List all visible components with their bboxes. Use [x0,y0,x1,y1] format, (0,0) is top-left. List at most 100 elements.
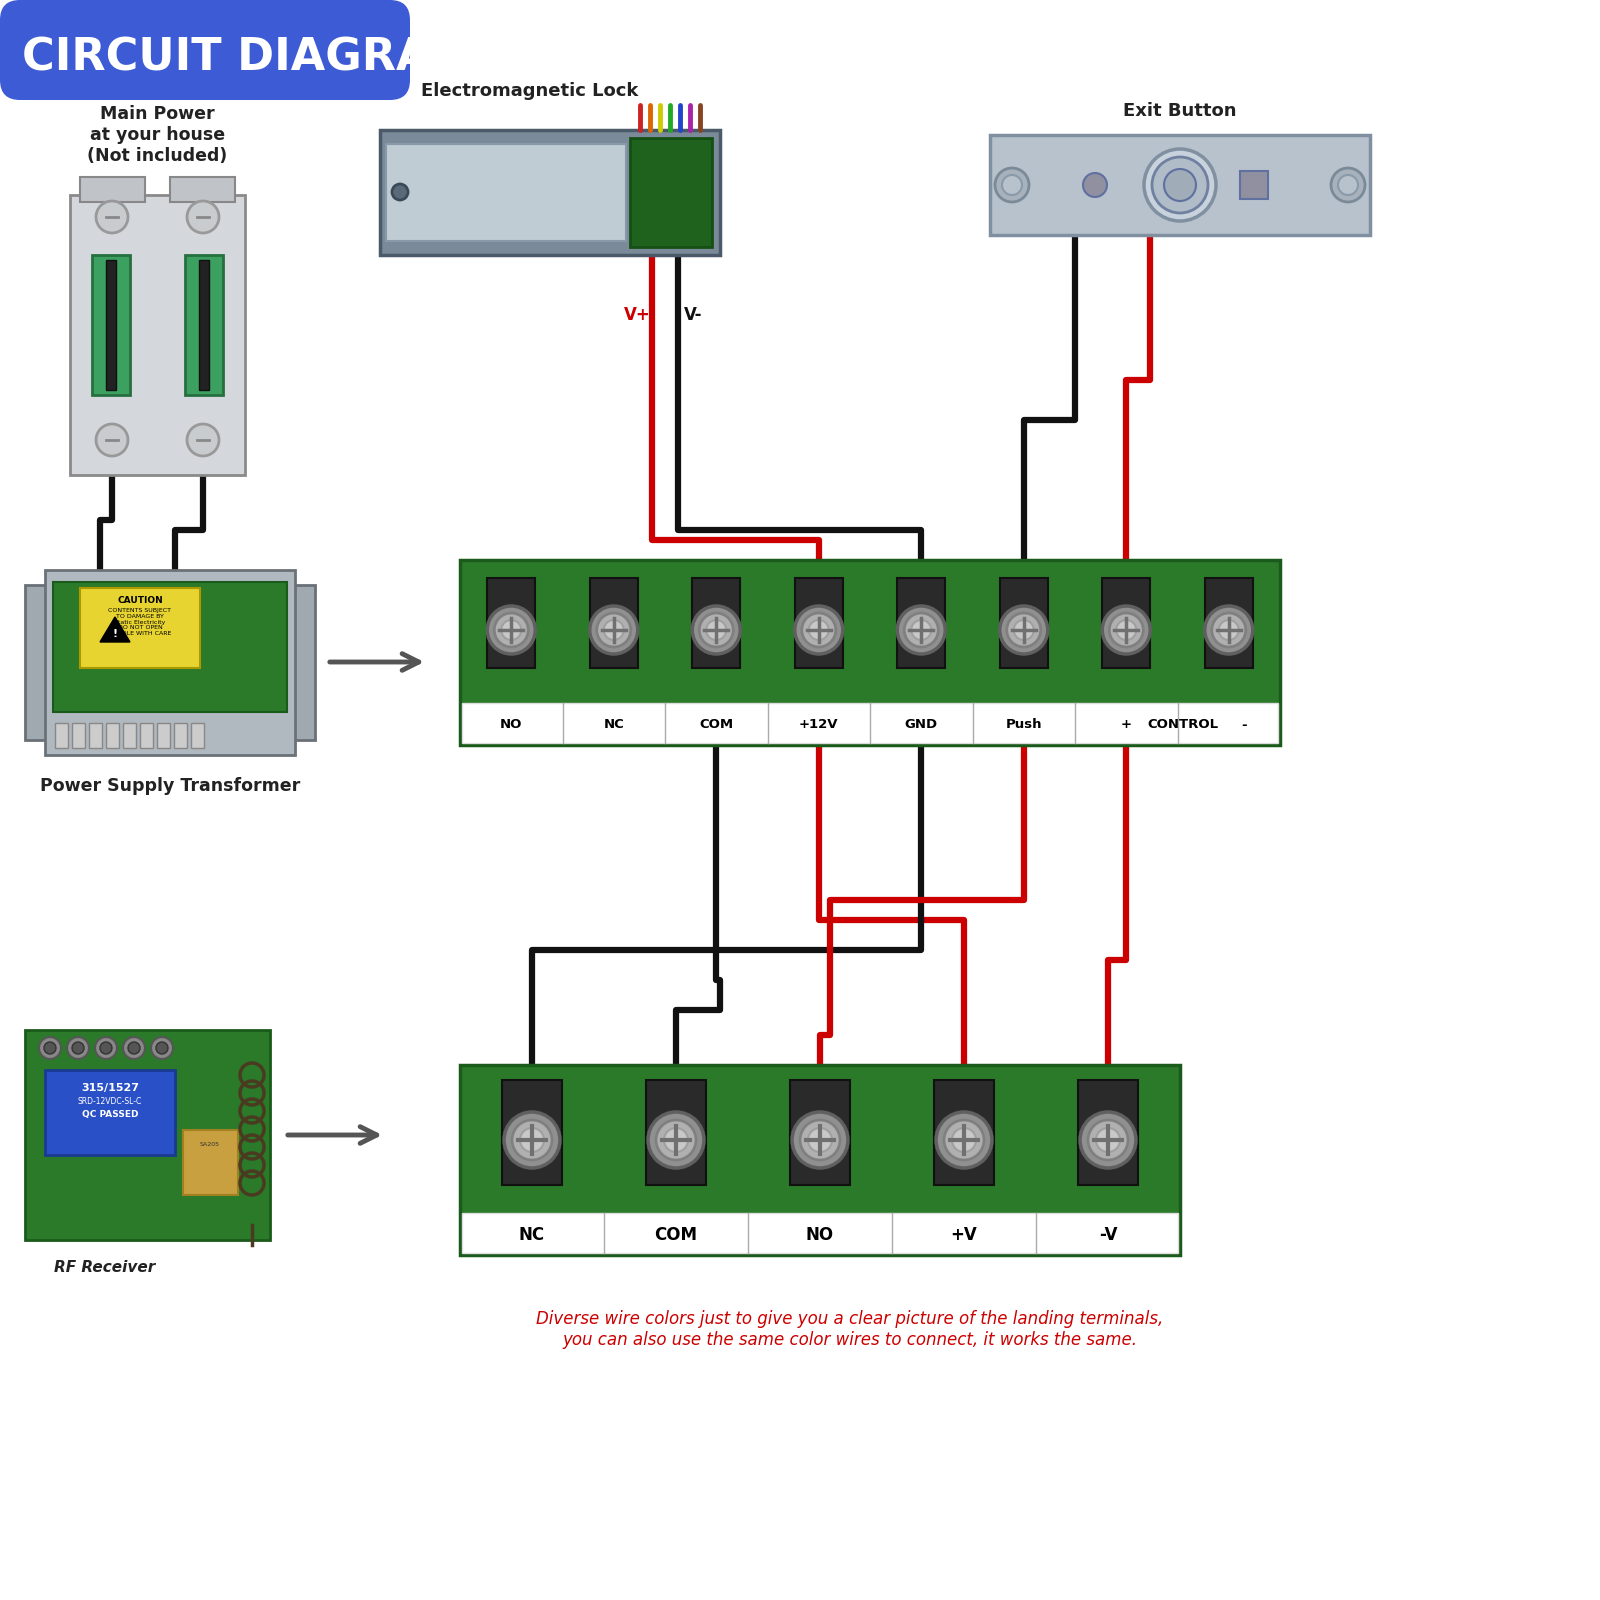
Text: 315/1527: 315/1527 [82,1083,139,1093]
Circle shape [1002,174,1022,195]
Circle shape [664,1128,688,1152]
Bar [646,1080,706,1186]
Bar [186,254,222,395]
Circle shape [1338,174,1358,195]
Circle shape [72,1042,83,1054]
Circle shape [94,1037,117,1059]
Bar [123,723,136,749]
Bar [795,578,843,669]
Circle shape [504,1112,560,1168]
Circle shape [1152,157,1208,213]
Text: RF Receiver: RF Receiver [54,1261,155,1275]
Circle shape [944,1120,984,1160]
Circle shape [1165,170,1197,202]
Text: COM: COM [654,1226,698,1245]
Text: GND: GND [904,718,938,731]
Circle shape [706,619,726,640]
Circle shape [795,606,843,654]
Circle shape [1096,1128,1120,1152]
Bar [293,586,315,739]
Text: SRD-12VDC-SL-C: SRD-12VDC-SL-C [78,1098,142,1107]
Circle shape [187,202,219,234]
Bar [1205,578,1253,669]
Bar [462,1213,1178,1253]
Circle shape [128,1042,141,1054]
Bar [90,723,102,749]
Bar [693,578,741,669]
Circle shape [488,606,536,654]
Circle shape [494,613,528,646]
Text: CIRCUIT DIAGRAM: CIRCUIT DIAGRAM [22,37,475,80]
Text: CONTENTS SUBJECT
TO DAMAGE BY
Static Electricity
DO NOT OPEN
HANDLE WITH CARE: CONTENTS SUBJECT TO DAMAGE BY Static Ele… [109,608,171,637]
Circle shape [96,424,128,456]
Bar [386,144,626,242]
Bar [182,1130,238,1195]
Circle shape [802,613,835,646]
Circle shape [1000,606,1048,654]
Text: NO: NO [806,1226,834,1245]
Text: Exit Button: Exit Button [1123,102,1237,120]
Bar [934,1080,994,1186]
Circle shape [1331,168,1365,202]
Text: SA205: SA205 [200,1142,221,1147]
Bar [170,178,235,202]
Bar [1000,578,1048,669]
Text: NC: NC [518,1226,546,1245]
Bar [381,130,720,254]
Circle shape [597,613,630,646]
Circle shape [590,606,638,654]
Text: -V: -V [1099,1226,1117,1245]
Text: -: - [1242,718,1246,731]
Circle shape [123,1037,146,1059]
Polygon shape [99,618,130,642]
Circle shape [656,1120,696,1160]
Text: CONTROL: CONTROL [1147,718,1218,731]
Circle shape [45,1042,56,1054]
Circle shape [38,1037,61,1059]
Text: +V: +V [950,1226,978,1245]
Bar [630,138,712,246]
Circle shape [150,1037,173,1059]
Circle shape [936,1112,992,1168]
Bar [45,1070,174,1155]
Circle shape [520,1128,544,1152]
Text: CAUTION: CAUTION [117,595,163,605]
Circle shape [512,1120,552,1160]
Bar [461,1066,1181,1254]
Circle shape [904,613,938,646]
Text: NC: NC [603,718,624,731]
Bar [898,578,946,669]
Text: COM: COM [699,718,733,731]
Bar [488,578,536,669]
Bar [1078,1080,1138,1186]
Text: +12V: +12V [798,718,838,731]
Bar [26,1030,270,1240]
Bar [157,723,170,749]
Circle shape [1006,613,1040,646]
Circle shape [995,168,1029,202]
Circle shape [1219,619,1238,640]
Text: !: ! [112,629,117,638]
Circle shape [1014,619,1034,640]
Bar [72,723,85,749]
Bar [462,702,1278,742]
Circle shape [392,184,408,200]
Bar [106,259,115,390]
Circle shape [912,619,931,640]
Text: Main Power
at your house
(Not included): Main Power at your house (Not included) [88,106,227,165]
Bar [70,195,245,475]
Circle shape [1088,1120,1128,1160]
Circle shape [808,619,829,640]
Bar [790,1080,850,1186]
Bar [1240,171,1267,198]
Text: Power Supply Transformer: Power Supply Transformer [40,778,301,795]
Text: Diverse wire colors just to give you a clear picture of the landing terminals,
y: Diverse wire colors just to give you a c… [536,1310,1163,1349]
Text: Electromagnetic Lock: Electromagnetic Lock [421,82,638,99]
Circle shape [898,606,946,654]
Circle shape [1102,606,1150,654]
Bar [990,134,1370,235]
Bar [190,723,205,749]
Bar [461,560,1280,746]
Bar [80,587,200,669]
Circle shape [157,1042,168,1054]
